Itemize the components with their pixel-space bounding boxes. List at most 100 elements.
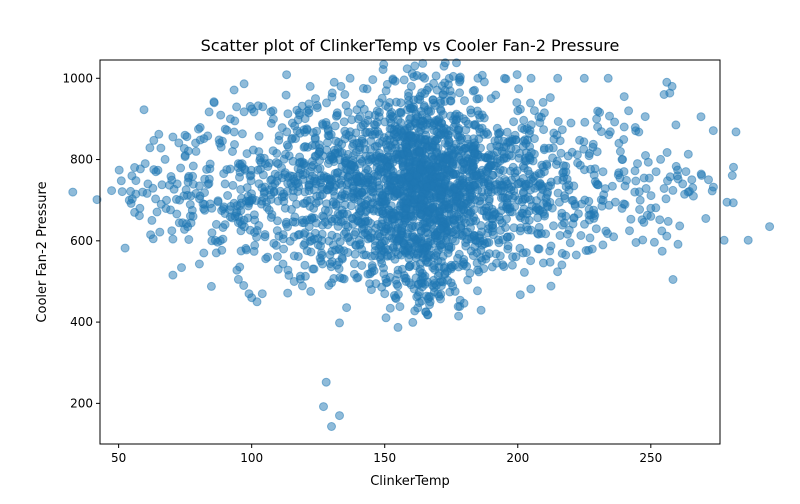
- x-tick-label: 100: [240, 451, 263, 465]
- scatter-point: [370, 120, 380, 130]
- scatter-point: [233, 274, 243, 284]
- scatter-point: [152, 207, 162, 217]
- scatter-point: [320, 217, 330, 227]
- scatter-point: [553, 117, 563, 126]
- scatter-point: [591, 224, 601, 234]
- scatter-point: [411, 109, 421, 119]
- scatter-point: [663, 216, 673, 226]
- scatter-point: [452, 58, 461, 68]
- scatter-point: [539, 167, 549, 177]
- scatter-point: [484, 196, 494, 206]
- scatter-point: [268, 114, 278, 124]
- scatter-point: [281, 149, 290, 159]
- scatter-point: [603, 73, 613, 83]
- scatter-point: [366, 228, 376, 238]
- scatter-point: [380, 117, 390, 127]
- scatter-point: [481, 254, 491, 264]
- scatter-point: [135, 203, 145, 213]
- scatter-point: [240, 165, 250, 175]
- scatter-point: [225, 114, 235, 124]
- scatter-point: [405, 250, 414, 260]
- scatter-point: [356, 218, 366, 228]
- scatter-point: [293, 172, 302, 181]
- scatter-point: [558, 161, 568, 171]
- scatter-point: [295, 128, 305, 138]
- scatter-point: [518, 187, 528, 197]
- chart-title: Scatter plot of ClinkerTemp vs Cooler Fa…: [201, 36, 620, 55]
- scatter-point: [631, 238, 641, 247]
- scatter-point: [529, 106, 539, 116]
- scatter-point: [580, 219, 589, 229]
- scatter-point: [301, 169, 310, 179]
- scatter-point: [474, 110, 484, 120]
- scatter-point: [335, 245, 345, 255]
- scatter-point: [507, 151, 517, 161]
- scatter-point: [343, 222, 353, 232]
- scatter-point: [683, 149, 693, 159]
- scatter-point: [617, 203, 627, 213]
- scatter-point: [270, 179, 280, 189]
- scatter-point: [274, 231, 284, 241]
- scatter-point: [184, 235, 194, 244]
- scatter-point: [649, 237, 659, 247]
- scatter-point: [455, 88, 465, 98]
- scatter-point: [168, 270, 178, 280]
- scatter-point: [466, 223, 475, 233]
- scatter-point: [216, 110, 226, 120]
- scatter-point: [395, 302, 405, 312]
- scatter-point: [486, 94, 496, 104]
- scatter-point: [217, 206, 227, 215]
- scatter-point: [564, 225, 574, 235]
- scatter-point: [310, 134, 320, 144]
- scatter-point: [631, 176, 641, 186]
- scatter-point: [180, 151, 190, 160]
- scatter-point: [430, 265, 440, 275]
- scatter-point: [306, 286, 316, 296]
- scatter-point: [457, 231, 467, 241]
- scatter-point: [404, 100, 414, 110]
- scatter-point: [316, 256, 326, 266]
- scatter-point: [343, 107, 353, 117]
- scatter-point: [327, 92, 337, 102]
- scatter-point: [379, 133, 389, 143]
- scatter-point: [406, 237, 416, 247]
- scatter-point: [376, 222, 386, 232]
- scatter-point: [422, 85, 432, 95]
- scatter-point: [399, 75, 409, 85]
- scatter-point: [347, 115, 357, 125]
- scatter-point: [303, 142, 313, 152]
- scatter-point: [382, 79, 392, 89]
- scatter-point: [392, 185, 402, 195]
- scatter-point: [156, 143, 166, 153]
- scatter-point: [433, 289, 443, 299]
- scatter-point: [260, 232, 270, 242]
- scatter-point: [681, 167, 691, 177]
- scatter-point: [183, 177, 193, 187]
- scatter-point: [349, 259, 359, 269]
- scatter-point: [696, 169, 706, 179]
- scatter-point: [355, 159, 365, 168]
- scatter-point: [413, 94, 423, 104]
- scatter-point: [410, 117, 420, 127]
- scatter-point: [204, 107, 214, 117]
- scatter-point: [522, 124, 532, 133]
- scatter-point: [549, 221, 558, 231]
- scatter-point: [427, 203, 437, 213]
- scatter-point: [509, 117, 519, 127]
- scatter-point: [317, 182, 327, 192]
- scatter-point: [513, 106, 523, 116]
- scatter-point: [515, 148, 525, 158]
- scatter-point: [442, 267, 452, 276]
- scatter-point: [317, 248, 326, 258]
- scatter-point: [209, 97, 219, 107]
- scatter-point: [368, 153, 378, 163]
- scatter-point: [452, 115, 462, 124]
- scatter-point: [186, 191, 196, 201]
- scatter-point: [461, 116, 471, 126]
- scatter-point: [656, 154, 666, 164]
- scatter-point: [138, 187, 148, 197]
- y-axis-ticks: 200 400 600 800 1000: [62, 71, 100, 410]
- scatter-point: [431, 71, 441, 81]
- scatter-point: [657, 246, 667, 256]
- scatter-point: [368, 263, 377, 273]
